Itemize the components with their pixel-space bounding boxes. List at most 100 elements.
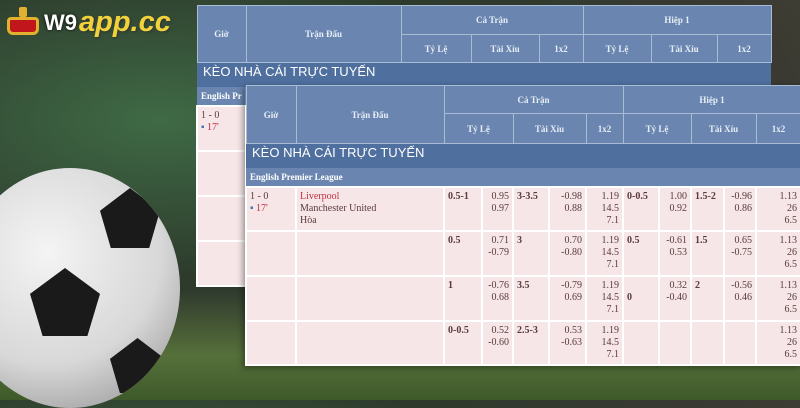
ft-1x2-cell[interactable]: 1.19 14.5 7.1 bbox=[584, 274, 625, 322]
match-time-cell: 1 - 0 ▪ 17' bbox=[196, 104, 247, 152]
odds-value[interactable]: 1.19 bbox=[601, 279, 620, 291]
header-time: Giờ bbox=[196, 5, 247, 63]
away-team[interactable]: Manchester United bbox=[300, 202, 377, 214]
odds-value[interactable]: -0.63 bbox=[561, 336, 582, 348]
odds-value[interactable]: -0.79 bbox=[488, 246, 509, 258]
odds-value[interactable]: -0.40 bbox=[666, 291, 688, 303]
odds-value[interactable]: 7.1 bbox=[606, 214, 620, 226]
odds-value[interactable]: 26 bbox=[787, 202, 798, 214]
odds-value[interactable]: 1.19 bbox=[601, 324, 620, 336]
odds-value[interactable]: 0.32 bbox=[669, 279, 688, 291]
h1-ou-cell: 1.5-2 bbox=[690, 185, 726, 232]
header-ft-over-under: Tài Xỉu bbox=[512, 113, 587, 144]
odds-value[interactable]: -0.56 bbox=[731, 279, 753, 291]
h1-1x2-cell[interactable]: 1.13 26 6.5 bbox=[755, 185, 800, 232]
header-ft-handicap: Tỷ Lệ bbox=[400, 34, 472, 63]
odds-value[interactable]: 7.1 bbox=[606, 258, 620, 270]
odds-value[interactable]: -0.76 bbox=[488, 279, 509, 291]
odds-value[interactable]: 0.95 bbox=[491, 190, 510, 202]
odds-value[interactable]: -0.79 bbox=[561, 279, 582, 291]
ft-ou-odds-cell[interactable]: 0.70 -0.80 bbox=[548, 229, 587, 277]
ft-1x2-cell[interactable]: 1.19 14.5 7.1 bbox=[584, 185, 625, 232]
odds-value[interactable]: 1.13 bbox=[779, 190, 798, 202]
odds-value[interactable]: 1.00 bbox=[669, 190, 688, 202]
odds-value[interactable]: 0.88 bbox=[564, 202, 583, 214]
odds-value[interactable]: 0.68 bbox=[491, 291, 510, 303]
empty-cell bbox=[245, 229, 297, 277]
odds-value[interactable]: 0.46 bbox=[734, 291, 753, 303]
odds-value[interactable]: -0.96 bbox=[731, 190, 753, 202]
odds-value: 0.5 bbox=[627, 234, 640, 246]
h1-ou-odds-cell[interactable]: -0.96 0.86 bbox=[723, 185, 758, 232]
ft-ou-odds-cell[interactable]: -0.98 0.88 bbox=[548, 185, 587, 232]
empty-cell bbox=[196, 194, 247, 242]
odds-value: 0-0.5 bbox=[627, 190, 648, 202]
odds-value[interactable]: 7.1 bbox=[606, 348, 620, 360]
odds-value[interactable]: 0.71 bbox=[491, 234, 510, 246]
odds-value[interactable]: 0.97 bbox=[491, 202, 510, 214]
odds-row: 1 -0.76 0.68 3.5 -0.79 0.69 1.19 14.5 7.1 0 0.32-… bbox=[245, 274, 800, 322]
odds-value[interactable]: 0.70 bbox=[564, 234, 583, 246]
odds-value[interactable]: 1.19 bbox=[601, 234, 620, 246]
odds-value[interactable]: 6.5 bbox=[784, 348, 798, 360]
h1-hdp-odds-cell[interactable] bbox=[658, 319, 693, 366]
ft-1x2-cell[interactable]: 1.19 14.5 7.1 bbox=[584, 319, 625, 366]
ft-ou-odds-cell[interactable]: -0.79 0.69 bbox=[548, 274, 587, 322]
odds-value[interactable]: 0.65 bbox=[734, 234, 753, 246]
odds-value[interactable]: -0.75 bbox=[731, 246, 753, 258]
home-team[interactable]: Liverpool bbox=[300, 190, 340, 202]
odds-value[interactable]: 6.5 bbox=[784, 258, 798, 270]
odds-value[interactable]: 0.53 bbox=[669, 246, 688, 258]
header-ft-1x2: 1x2 bbox=[538, 34, 584, 63]
odds-value[interactable]: -0.60 bbox=[488, 336, 509, 348]
odds-value[interactable]: -0.80 bbox=[561, 246, 582, 258]
header-full-time: Cả Trận bbox=[443, 85, 624, 114]
soccer-ball-image bbox=[0, 168, 180, 408]
h1-1x2-cell[interactable]: 1.13 26 6.5 bbox=[755, 274, 800, 322]
odds-value[interactable]: 14.5 bbox=[601, 336, 620, 348]
odds-value[interactable]: -0.61 bbox=[666, 234, 688, 246]
h1-1x2-cell[interactable]: 1.13 26 6.5 bbox=[755, 319, 800, 366]
odds-value[interactable]: 0.52 bbox=[491, 324, 510, 336]
h1-hdp-odds-cell[interactable]: -0.61 0.53 bbox=[658, 229, 693, 277]
ft-hdp-odds-cell[interactable]: 0.52 -0.60 bbox=[481, 319, 514, 366]
h1-ou-odds-cell[interactable]: 0.65 -0.75 bbox=[723, 229, 758, 277]
header-h1-1x2: 1x2 bbox=[755, 113, 800, 144]
header-half-1: Hiệp 1 bbox=[622, 85, 800, 114]
odds-value[interactable]: 1.13 bbox=[779, 324, 798, 336]
ft-1x2-cell[interactable]: 1.19 14.5 7.1 bbox=[584, 229, 625, 277]
h1-hdp-odds-cell[interactable]: 1.00 0.92 bbox=[658, 185, 693, 232]
h1-hdp-odds-cell[interactable]: 0.32 -0.40 bbox=[658, 274, 693, 322]
h1-1x2-cell[interactable]: 1.13 26 6.5 bbox=[755, 229, 800, 277]
odds-value[interactable]: 1.19 bbox=[601, 190, 620, 202]
odds-value[interactable]: 7.1 bbox=[606, 303, 620, 315]
match-teams-cell[interactable]: Liverpool Manchester United Hòa bbox=[295, 185, 445, 232]
odds-value[interactable]: 14.5 bbox=[601, 202, 620, 214]
ft-ou-odds-cell[interactable]: 0.53 -0.63 bbox=[548, 319, 587, 366]
odds-value[interactable]: 6.5 bbox=[784, 214, 798, 226]
odds-value[interactable]: 26 bbox=[787, 336, 798, 348]
odds-row: 0.5 0.71 -0.79 3 0.70 -0.80 1.19 14.5 7.1 0.5 -0.6… bbox=[245, 229, 800, 277]
match-minute: 17' bbox=[256, 202, 268, 214]
odds-value[interactable]: 14.5 bbox=[601, 291, 620, 303]
odds-value[interactable]: 0.92 bbox=[669, 202, 688, 214]
ft-hdp-cell: 0.5-1 bbox=[443, 185, 483, 232]
odds-value[interactable]: 1.13 bbox=[779, 279, 798, 291]
odds-value[interactable]: 26 bbox=[787, 291, 798, 303]
odds-value[interactable]: -0.98 bbox=[561, 190, 582, 202]
empty-cell bbox=[295, 229, 445, 277]
empty-cell bbox=[196, 239, 247, 287]
odds-value[interactable]: 14.5 bbox=[601, 246, 620, 258]
odds-value[interactable]: 0.53 bbox=[564, 324, 583, 336]
ft-hdp-odds-cell[interactable]: -0.76 0.68 bbox=[481, 274, 514, 322]
odds-value[interactable]: 0.69 bbox=[564, 291, 583, 303]
h1-ou-odds-cell[interactable] bbox=[723, 319, 758, 366]
odds-value[interactable]: 6.5 bbox=[784, 303, 798, 315]
header-match: Trận Đấu bbox=[295, 85, 445, 144]
odds-value[interactable]: 26 bbox=[787, 246, 798, 258]
ft-hdp-odds-cell[interactable]: 0.95 0.97 bbox=[481, 185, 514, 232]
odds-value[interactable]: 0.86 bbox=[734, 202, 753, 214]
h1-ou-odds-cell[interactable]: -0.56 0.46 bbox=[723, 274, 758, 322]
ft-hdp-odds-cell[interactable]: 0.71 -0.79 bbox=[481, 229, 514, 277]
odds-value[interactable]: 1.13 bbox=[779, 234, 798, 246]
